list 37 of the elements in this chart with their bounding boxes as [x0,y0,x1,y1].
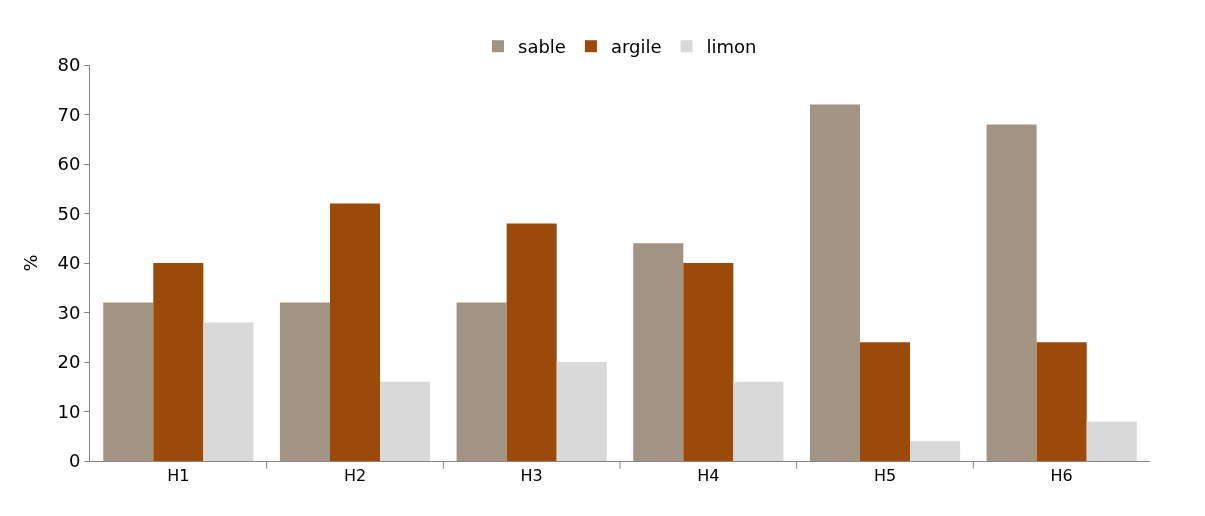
bar [683,263,734,461]
y-tick-label: 10 [57,400,81,422]
y-tick-label: 20 [57,351,81,373]
bar [506,223,557,461]
x-tick-label: H5 [873,466,897,486]
bar [809,104,860,461]
bar [733,381,784,461]
bar [1036,342,1087,461]
legend-label: sable [518,36,566,58]
y-tick-label: 40 [57,252,81,274]
bar [103,302,154,461]
x-tick-label: H4 [697,466,720,486]
bar [859,342,911,461]
x-tick-label: H6 [1050,466,1073,486]
y-tick-label: 0 [68,450,81,472]
legend-label: limon [706,36,757,58]
bar [380,381,431,461]
bar [1086,421,1137,461]
y-tick-label: 30 [57,301,81,323]
bar [329,203,381,461]
bar [279,302,330,461]
y-tick-label: 70 [57,103,81,125]
bar [910,441,961,461]
x-tick-label: H2 [343,466,367,486]
y-tick-label: 80 [57,54,81,76]
y-axis-title: % [19,254,41,272]
bar [203,322,254,461]
x-tick-label: H1 [167,466,190,486]
bar [986,124,1037,461]
bar [456,302,507,461]
bar [556,362,607,461]
y-tick-label: 60 [57,153,81,175]
legend-label: argile [610,36,662,58]
y-tick-label: 50 [57,202,81,224]
x-tick-label: H3 [520,466,543,486]
bar [633,243,684,461]
bar [153,263,204,461]
